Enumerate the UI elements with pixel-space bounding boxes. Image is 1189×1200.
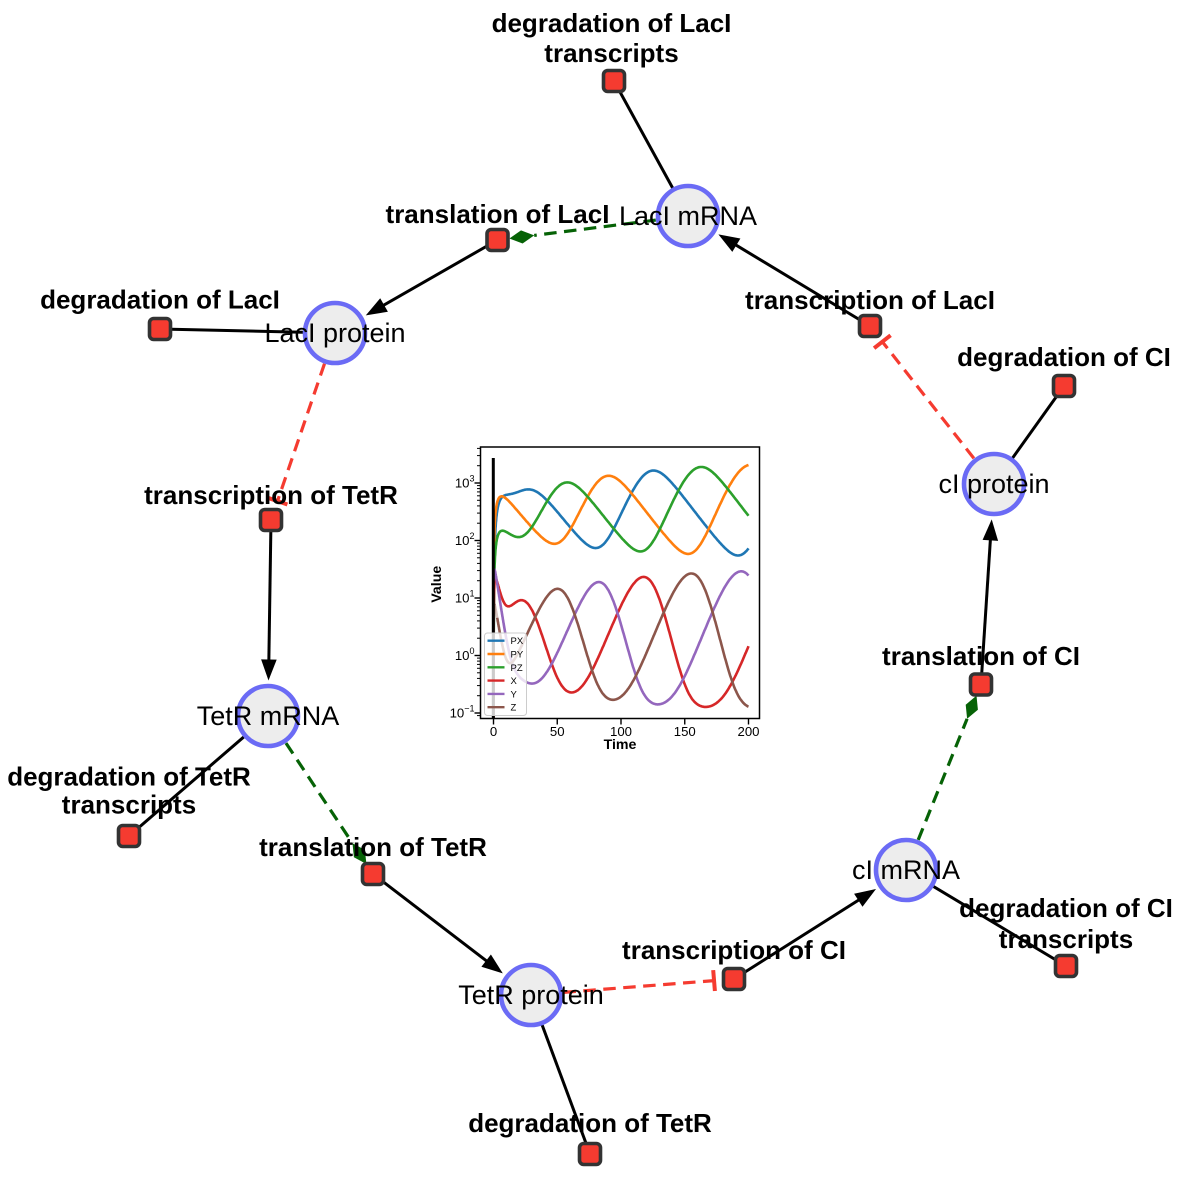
svg-text:X: X — [511, 676, 518, 687]
svg-text:transcription of CI: transcription of CI — [622, 935, 846, 965]
svg-text:degradation of TetR: degradation of TetR — [7, 762, 251, 792]
svg-text:transcription of TetR: transcription of TetR — [144, 480, 398, 510]
svg-text:degradation of TetR: degradation of TetR — [468, 1108, 712, 1138]
svg-text:transcription of LacI: transcription of LacI — [745, 285, 995, 315]
svg-text:150: 150 — [674, 724, 696, 739]
svg-text:cI mRNA: cI mRNA — [852, 855, 960, 885]
svg-text:TetR protein: TetR protein — [458, 980, 604, 1010]
svg-text:Z: Z — [511, 703, 517, 714]
svg-text:101: 101 — [455, 589, 475, 606]
svg-text:0: 0 — [490, 724, 497, 739]
svg-text:LacI protein: LacI protein — [264, 318, 405, 348]
svg-text:Value: Value — [429, 566, 445, 603]
svg-text:100: 100 — [455, 646, 475, 663]
svg-text:103: 103 — [455, 474, 475, 491]
svg-text:PY: PY — [511, 650, 524, 661]
svg-text:10−1: 10−1 — [450, 704, 475, 721]
svg-text:100: 100 — [610, 724, 632, 739]
svg-text:transcripts: transcripts — [544, 38, 678, 68]
svg-text:degradation of CI: degradation of CI — [957, 342, 1171, 372]
svg-text:PX: PX — [511, 636, 524, 647]
svg-text:LacI mRNA: LacI mRNA — [619, 201, 757, 231]
svg-text:transcripts: transcripts — [999, 924, 1133, 954]
svg-text:cI protein: cI protein — [938, 469, 1049, 499]
svg-text:PZ: PZ — [511, 663, 523, 674]
svg-text:Time: Time — [604, 737, 637, 753]
svg-text:transcripts: transcripts — [62, 790, 196, 820]
svg-text:translation of LacI: translation of LacI — [386, 199, 610, 229]
svg-text:TetR mRNA: TetR mRNA — [197, 701, 340, 731]
svg-text:200: 200 — [737, 724, 759, 739]
svg-text:degradation of LacI: degradation of LacI — [492, 8, 732, 38]
svg-text:Y: Y — [511, 689, 518, 700]
svg-text:degradation of CI: degradation of CI — [959, 893, 1173, 923]
svg-text:degradation of LacI: degradation of LacI — [40, 285, 280, 315]
svg-text:translation of CI: translation of CI — [882, 641, 1080, 671]
svg-text:translation of TetR: translation of TetR — [259, 832, 487, 862]
svg-text:50: 50 — [550, 724, 565, 739]
svg-text:102: 102 — [455, 531, 475, 548]
